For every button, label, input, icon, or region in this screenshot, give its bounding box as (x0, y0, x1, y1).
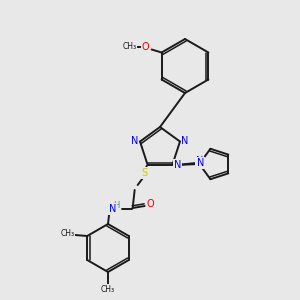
Text: N: N (197, 158, 204, 168)
Text: S: S (142, 168, 148, 178)
Text: N: N (131, 136, 139, 146)
Text: N: N (174, 160, 181, 170)
Text: H: H (113, 202, 120, 211)
Text: O: O (142, 41, 149, 52)
Text: N: N (109, 204, 116, 214)
Text: N: N (181, 136, 189, 146)
Text: O: O (147, 199, 154, 209)
Text: CH₃: CH₃ (60, 230, 74, 238)
Text: CH₃: CH₃ (101, 284, 115, 293)
Text: CH₃: CH₃ (123, 42, 137, 51)
Text: N: N (196, 156, 203, 166)
